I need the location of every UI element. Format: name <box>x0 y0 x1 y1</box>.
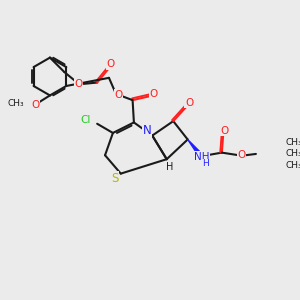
Text: O: O <box>220 126 229 136</box>
Text: O: O <box>114 90 122 100</box>
Text: S: S <box>111 172 119 185</box>
Text: CH₃: CH₃ <box>285 149 300 158</box>
Text: O: O <box>237 150 246 160</box>
Text: Cl: Cl <box>80 115 91 125</box>
Text: H: H <box>166 161 173 172</box>
Text: CH₃: CH₃ <box>7 99 24 108</box>
Text: CH₃: CH₃ <box>285 138 300 147</box>
Text: H: H <box>202 159 209 168</box>
Text: CH₃: CH₃ <box>285 161 300 170</box>
Text: O: O <box>149 88 158 99</box>
Text: O: O <box>75 79 83 89</box>
Text: NH: NH <box>194 152 210 162</box>
Text: O: O <box>32 100 40 110</box>
Text: O: O <box>106 59 114 69</box>
Text: N: N <box>142 124 152 137</box>
Text: O: O <box>185 98 193 108</box>
Polygon shape <box>188 140 201 155</box>
